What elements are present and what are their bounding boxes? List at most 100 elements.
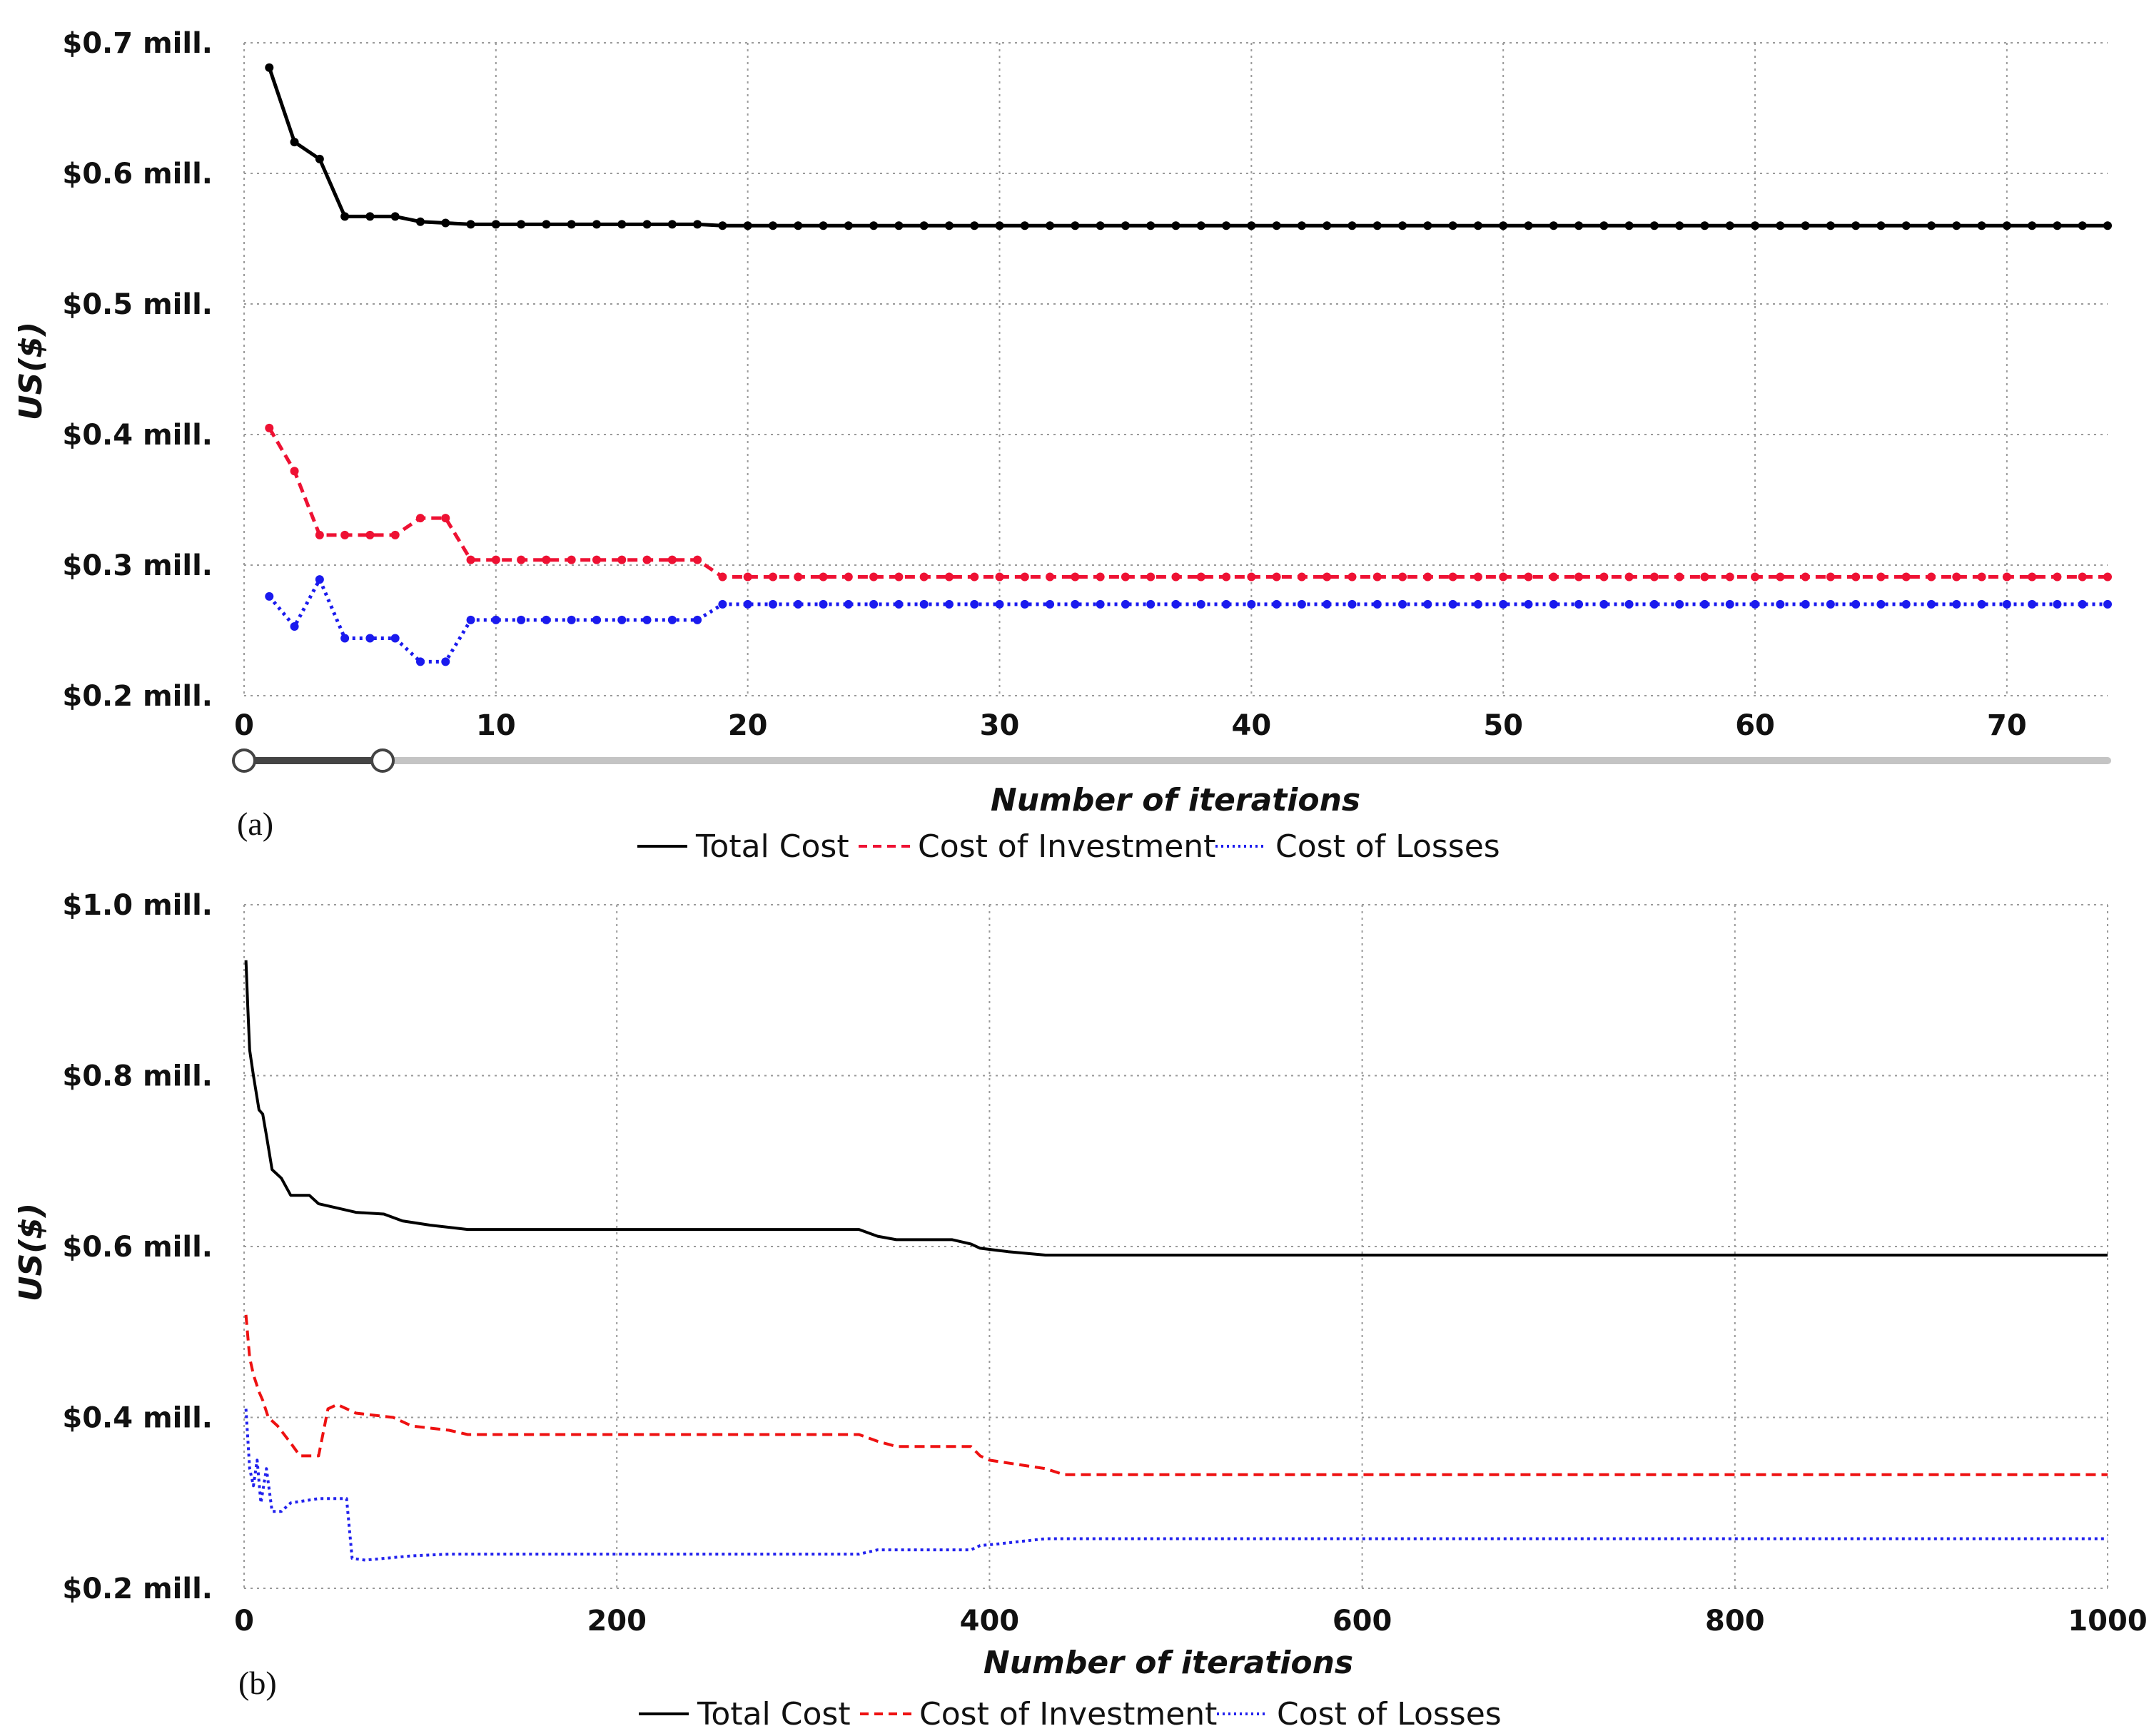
chart-a-data-point-cost-of-losses xyxy=(794,599,803,609)
chart-a-data-point-cost-of-investment xyxy=(390,530,400,539)
chart-a-data-point-cost-of-investment xyxy=(642,555,652,564)
chart-a-data-point-total-cost xyxy=(1624,221,1634,230)
range-slider-end-handle[interactable] xyxy=(370,748,395,773)
chart-a-data-point-total-cost xyxy=(617,220,627,229)
chart-a-data-point-cost-of-losses xyxy=(1826,599,1835,609)
chart-a-data-point-cost-of-investment xyxy=(768,572,777,582)
chart-a-data-point-cost-of-investment xyxy=(1751,572,1760,582)
chart-a-data-point-cost-of-investment xyxy=(466,555,475,564)
chart-a-data-point-total-cost xyxy=(1046,221,1055,230)
chart-a-data-point-total-cost xyxy=(592,220,601,229)
chart-a-legend: Total Cost Cost of Investment Cost of Lo… xyxy=(637,828,1500,865)
chart-a-data-point-cost-of-investment xyxy=(2078,572,2087,582)
chart-a-x-tick-label: 0 xyxy=(234,709,254,742)
chart-a-data-point-cost-of-losses xyxy=(667,615,677,624)
chart-a-y-tick-labels: $0.2 mill. $0.3 mill. $0.4 mill. $0.5 mill.… xyxy=(62,27,213,713)
chart-a-data-point-total-cost xyxy=(517,220,526,229)
chart-a-data-point-cost-of-losses xyxy=(1423,599,1432,609)
chart-a-data-point-total-cost xyxy=(1901,221,1911,230)
chart-a-data-point-cost-of-investment xyxy=(1801,572,1810,582)
chart-a-data-point-total-cost xyxy=(1876,221,1886,230)
chart-a-panel-label: (a) xyxy=(237,806,273,842)
chart-b-y-tick-label: $1.0 mill. xyxy=(62,889,213,922)
chart-a-data-point-total-cost xyxy=(995,221,1004,230)
chart-a-data-point-cost-of-losses xyxy=(290,622,299,631)
chart-a-data-point-cost-of-investment xyxy=(794,572,803,582)
chart-a-data-point-cost-of-investment xyxy=(919,572,929,582)
chart-a-data-point-cost-of-investment xyxy=(415,514,425,523)
chart-a-data-point-cost-of-investment xyxy=(1096,572,1105,582)
chart-a-data-point-cost-of-investment xyxy=(517,555,526,564)
chart-a-data-point-total-cost xyxy=(1171,221,1180,230)
chart-a-data-point-total-cost xyxy=(819,221,828,230)
chart-a-data-point-cost-of-losses xyxy=(1146,599,1156,609)
chart-a-data-point-cost-of-investment xyxy=(617,555,627,564)
chart-a-data-point-total-cost xyxy=(491,220,500,229)
chart-a-x-tick-label: 40 xyxy=(1232,709,1272,742)
range-slider-start-handle[interactable] xyxy=(232,748,256,773)
chart-b: $0.2 mill. $0.4 mill. $0.6 mill. $0.8 mill.… xyxy=(13,889,2148,1732)
chart-a-data-point-cost-of-investment xyxy=(1574,572,1584,582)
chart-a-data-point-cost-of-losses xyxy=(2053,599,2062,609)
chart-a-data-point-cost-of-losses xyxy=(1071,599,1080,609)
chart-b-series-line-cost-of-investment xyxy=(244,1314,2108,1476)
chart-a-data-point-total-cost xyxy=(1952,221,1961,230)
chart-a-data-point-cost-of-investment xyxy=(2053,572,2062,582)
chart-b-series-line-cost-of-losses xyxy=(244,1408,2108,1562)
chart-a-y-tick-label: $0.3 mill. xyxy=(62,549,213,582)
chart-b-series xyxy=(244,960,2108,1562)
chart-a-data-point-cost-of-investment xyxy=(1725,572,1734,582)
chart-a-data-point-total-cost xyxy=(466,220,475,229)
chart-a-data-point-cost-of-investment xyxy=(1776,572,1785,582)
chart-a-data-point-cost-of-losses xyxy=(365,634,375,643)
legend-label-total-cost: Total Cost xyxy=(697,1696,851,1732)
chart-a-data-point-cost-of-losses xyxy=(970,599,979,609)
chart-a-data-point-cost-of-losses xyxy=(1196,599,1205,609)
chart-b-x-tick-label: 1000 xyxy=(2068,1605,2147,1638)
chart-a-data-point-cost-of-losses xyxy=(1675,599,1684,609)
chart-a-data-point-cost-of-losses xyxy=(642,615,652,624)
chart-a-data-point-total-cost xyxy=(743,221,752,230)
chart-a-data-point-total-cost xyxy=(290,138,299,147)
chart-a-data-point-total-cost xyxy=(1851,221,1861,230)
chart-a-data-point-total-cost xyxy=(718,221,727,230)
chart-a-data-point-total-cost xyxy=(1725,221,1734,230)
chart-b-x-tick-label: 400 xyxy=(960,1605,1020,1638)
chart-a-data-point-cost-of-investment xyxy=(844,572,853,582)
chart-a-data-point-total-cost xyxy=(441,218,450,228)
chart-a-data-point-total-cost xyxy=(1448,221,1457,230)
chart-a-data-point-cost-of-losses xyxy=(1347,599,1357,609)
chart-a-data-point-cost-of-losses xyxy=(743,599,752,609)
chart-a-data-point-cost-of-losses xyxy=(1171,599,1180,609)
chart-a-data-point-total-cost xyxy=(1977,221,1986,230)
chart-a-data-point-total-cost xyxy=(1020,221,1029,230)
chart-a-data-point-cost-of-investment xyxy=(2103,572,2112,582)
chart-a-data-point-cost-of-investment xyxy=(1196,572,1205,582)
chart-a-data-point-cost-of-investment xyxy=(567,555,576,564)
chart-a-data-point-total-cost xyxy=(1473,221,1482,230)
chart-a-range-slider[interactable] xyxy=(232,748,2111,773)
chart-b-y-tick-label: $0.8 mill. xyxy=(62,1060,213,1093)
chart-a-data-point-cost-of-losses xyxy=(1901,599,1911,609)
chart-a-data-point-total-cost xyxy=(1599,221,1609,230)
chart-a-data-point-cost-of-losses xyxy=(1851,599,1861,609)
chart-a-data-point-total-cost xyxy=(2053,221,2062,230)
chart-a-data-point-cost-of-investment xyxy=(1347,572,1357,582)
chart-a-data-point-cost-of-losses xyxy=(592,615,601,624)
chart-a-y-tick-label: $0.7 mill. xyxy=(62,27,213,60)
legend-label-cost-of-investment: Cost of Investment xyxy=(919,1696,1217,1732)
chart-a-data-point-cost-of-losses xyxy=(415,657,425,666)
chart-a-data-point-cost-of-losses xyxy=(2103,599,2112,609)
chart-a-data-point-cost-of-losses xyxy=(1574,599,1584,609)
chart-a-data-point-total-cost xyxy=(1549,221,1558,230)
chart-a-data-point-cost-of-investment xyxy=(340,530,350,539)
chart-a-x-tick-label: 10 xyxy=(476,709,516,742)
chart-a-data-point-cost-of-losses xyxy=(819,599,828,609)
chart-a-data-point-cost-of-investment xyxy=(718,572,727,582)
chart-a-data-point-cost-of-losses xyxy=(1096,599,1105,609)
chart-a-data-point-cost-of-losses xyxy=(995,599,1004,609)
chart-a-y-axis-title: US($) xyxy=(13,322,49,420)
chart-a-data-point-cost-of-investment xyxy=(1649,572,1659,582)
chart-a-y-tick-label: $0.2 mill. xyxy=(62,680,213,713)
